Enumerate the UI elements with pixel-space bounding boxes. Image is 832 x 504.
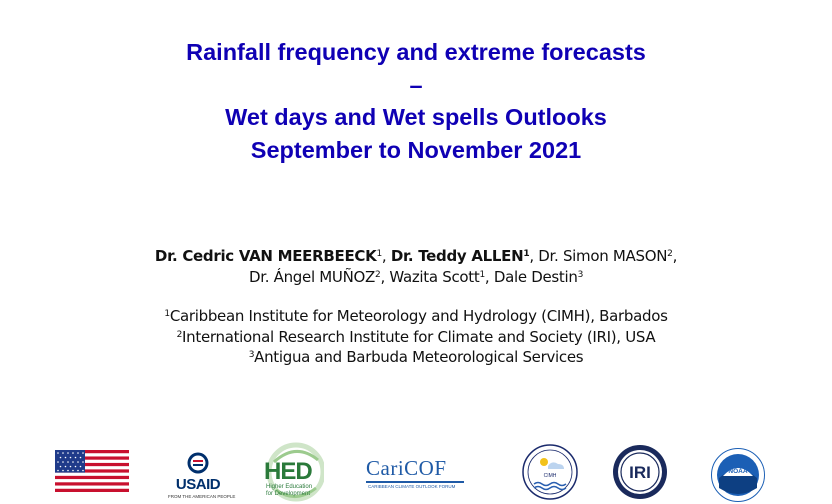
title-line-4: September to November 2021	[250, 136, 582, 163]
title-line-3: Wet days and Wet spells Outlooks	[225, 104, 607, 130]
author-line-1: Dr. Cedric VAN MEERBEECK1, Dr. Teddy ALL…	[154, 247, 678, 265]
author-affil-sup: 2	[375, 270, 381, 280]
title-block: Rainfall frequency and extreme forecasts…	[0, 36, 832, 166]
noaa-logo: NOAA	[711, 448, 765, 502]
author-affil-sup: 1	[376, 249, 382, 259]
author-affil-sup: 1	[523, 249, 530, 259]
author-name: Dale Destin	[493, 268, 578, 286]
hed-logo: HED Higher Education for Development	[262, 442, 324, 504]
author-name: Dr. Ángel MUÑOZ	[248, 268, 376, 286]
author-name: Dr. Teddy ALLEN	[390, 247, 524, 265]
author-affil-sup: 2	[667, 249, 673, 259]
usaid-wordmark: USAID	[175, 476, 221, 493]
usaid-tagline: FROM THE AMERICAN PEOPLE	[168, 494, 236, 499]
caricof-logo: CariCOF CARIBBEAN CLIMATE OUTLOOK FORUM	[366, 456, 466, 490]
caricof-wordmark: CariCOF	[366, 456, 447, 480]
affiliation-item: 1Caribbean Institute for Meteorology and…	[164, 307, 668, 325]
author-line-2: Dr. Ángel MUÑOZ2, Wazita Scott1, Dale De…	[248, 268, 584, 286]
title-line-1: Rainfall frequency and extreme forecasts	[186, 39, 646, 65]
affiliation-item: 2International Research Institute for Cl…	[176, 327, 656, 346]
hed-wordmark: HED	[264, 458, 313, 485]
affiliation-item: 3Antigua and Barbuda Meteorological Serv…	[248, 348, 584, 366]
svg-text:CIMH: CIMH	[544, 473, 557, 479]
usaid-seal-icon	[187, 452, 209, 474]
svg-text:IRI: IRI	[629, 463, 651, 482]
iri-logo: IRI	[613, 445, 667, 499]
author-affil-sup: 1	[479, 270, 485, 280]
hed-swirl-icon	[266, 442, 324, 502]
partner-logos: USAID FROM THE AMERICAN PEOPLE HED Highe…	[0, 440, 832, 504]
svg-text:NOAA: NOAA	[728, 468, 747, 475]
caricof-rule	[366, 481, 464, 483]
hed-tagline: Higher Education for Development	[266, 484, 313, 497]
affiliation-list: 1Caribbean Institute for Meteorology and…	[0, 306, 832, 368]
author-name: Dr. Cedric VAN MEERBEECK	[154, 247, 377, 265]
author-name: Wazita Scott	[389, 268, 480, 286]
caricof-tagline: CARIBBEAN CLIMATE OUTLOOK FORUM	[368, 484, 456, 489]
author-list: Dr. Cedric VAN MEERBEECK1, Dr. Teddy ALL…	[0, 246, 832, 288]
us-flag-logo	[55, 450, 129, 492]
cimh-logo: CIMH	[522, 444, 578, 500]
usaid-logo: USAID FROM THE AMERICAN PEOPLE	[168, 450, 236, 504]
author-affil-sup: 3	[577, 270, 584, 280]
author-name: Dr. Simon MASON	[538, 247, 668, 265]
title-dash: –	[409, 71, 423, 98]
